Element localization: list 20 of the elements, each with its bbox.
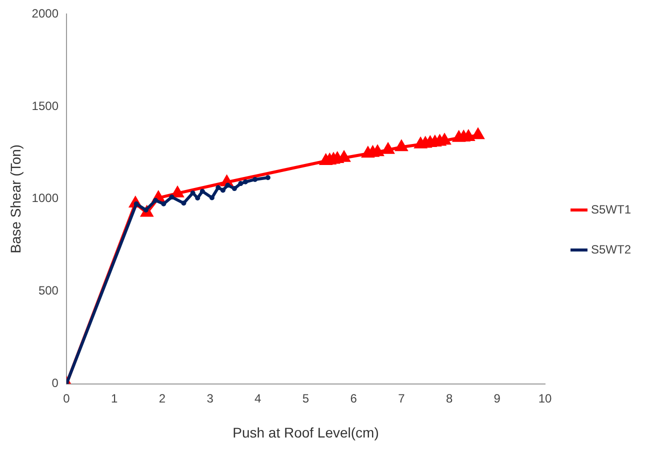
y-tick-label: 1000 (32, 191, 59, 206)
x-tick-label: 7 (398, 391, 406, 406)
x-tick-label: 10 (538, 391, 552, 406)
legend-label: S5WT2 (590, 242, 632, 256)
x-tick-label: 3 (206, 391, 214, 406)
x-tick-label: 2 (158, 391, 166, 406)
x-tick-label: 0 (63, 391, 70, 406)
x-tick-label: 4 (254, 391, 262, 406)
x-tick-label: 5 (302, 391, 310, 406)
y-tick-label: 0 (52, 376, 59, 390)
y-tick-label: 500 (38, 284, 59, 298)
x-axis-title: Push at Roof Level(cm) (232, 424, 379, 440)
y-axis-title: Base Shear (Ton) (7, 144, 24, 254)
y-tick-label: 2000 (32, 6, 59, 20)
x-tick-label: 6 (350, 391, 358, 406)
legend-label: S5WT1 (590, 202, 632, 216)
x-tick-label: 1 (111, 391, 118, 406)
x-tick-label: 9 (494, 391, 501, 406)
y-tick-label: 1500 (32, 98, 59, 113)
x-tick-label: 8 (446, 391, 453, 406)
